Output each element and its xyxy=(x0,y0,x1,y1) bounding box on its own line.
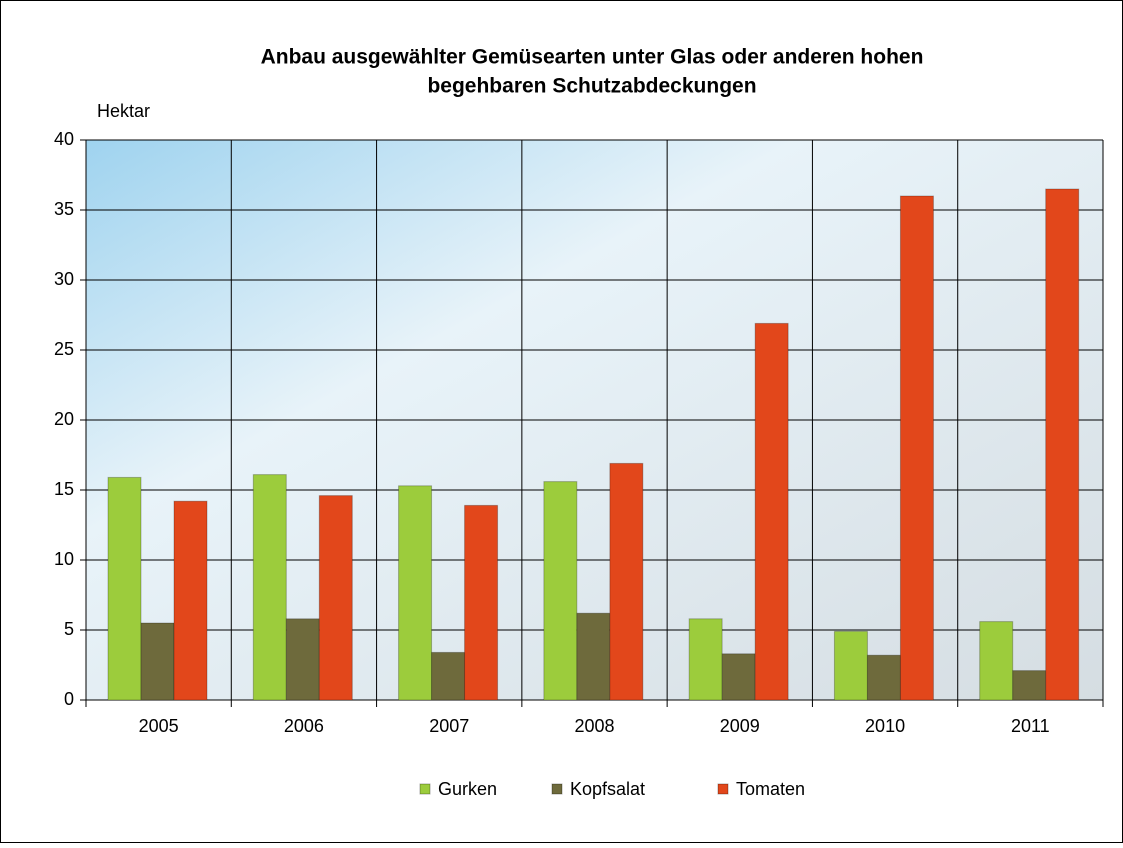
bar xyxy=(174,501,207,700)
x-tick-label: 2010 xyxy=(865,716,905,736)
legend-label: Gurken xyxy=(438,779,497,799)
legend-label: Tomaten xyxy=(736,779,805,799)
x-tick-label: 2011 xyxy=(1011,716,1050,736)
x-tick-label: 2005 xyxy=(139,716,179,736)
y-tick-label: 35 xyxy=(54,199,74,219)
bar xyxy=(834,631,867,700)
x-tick-label: 2006 xyxy=(284,716,324,736)
bar xyxy=(610,463,643,700)
legend-marker xyxy=(552,784,562,794)
legend-label: Kopfsalat xyxy=(570,779,645,799)
chart: Anbau ausgewählter Gemüsearten unter Gla… xyxy=(0,0,1123,843)
y-tick-label: 25 xyxy=(54,339,74,359)
x-tick-label: 2009 xyxy=(720,716,760,736)
bar xyxy=(980,622,1013,700)
x-tick-label: 2007 xyxy=(429,716,469,736)
bar xyxy=(399,486,432,700)
y-tick-label: 5 xyxy=(64,619,74,639)
bar xyxy=(689,619,722,700)
bar xyxy=(755,323,788,700)
bar xyxy=(900,196,933,700)
legend-marker xyxy=(718,784,728,794)
bar xyxy=(1013,671,1046,700)
bar xyxy=(253,475,286,700)
y-tick-label: 15 xyxy=(54,479,74,499)
bar xyxy=(141,623,174,700)
legend-marker xyxy=(420,784,430,794)
bar xyxy=(432,652,465,700)
bar xyxy=(1046,189,1079,700)
bar xyxy=(722,654,755,700)
bar xyxy=(286,619,319,700)
chart-title: Anbau ausgewählter Gemüsearten unter Gla… xyxy=(261,46,924,69)
y-tick-label: 0 xyxy=(64,689,74,709)
y-tick-label: 40 xyxy=(54,129,74,149)
y-tick-label: 10 xyxy=(54,549,74,569)
bar xyxy=(319,496,352,700)
y-axis-label: Hektar xyxy=(97,101,150,121)
y-tick-label: 20 xyxy=(54,409,74,429)
bar xyxy=(867,655,900,700)
bar xyxy=(577,613,610,700)
chart-title: begehbaren Schutzabdeckungen xyxy=(427,75,756,98)
y-tick-label: 30 xyxy=(54,269,74,289)
bar xyxy=(544,482,577,700)
bar xyxy=(108,477,141,700)
bar xyxy=(465,505,498,700)
x-tick-label: 2008 xyxy=(574,716,614,736)
